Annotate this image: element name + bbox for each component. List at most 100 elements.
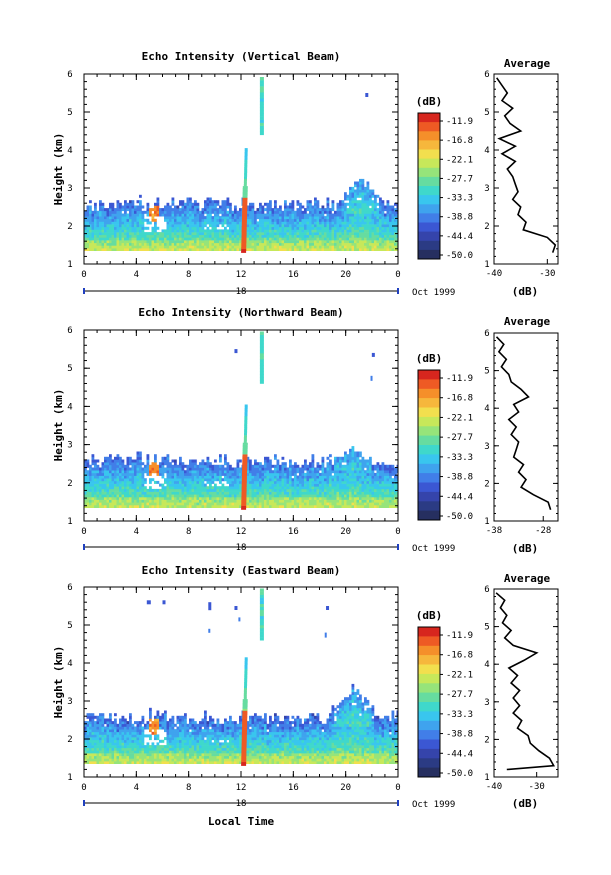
colorbar-tick-label: -50.0 xyxy=(446,251,473,261)
colorbar-tick-label: -27.7 xyxy=(446,433,473,443)
colorbar-segment xyxy=(418,388,440,399)
y-tick-label: 3 xyxy=(67,697,72,707)
colorbar-tick-label: -44.4 xyxy=(446,492,473,502)
colorbar-segment xyxy=(418,398,440,408)
x-tick-label: 12 xyxy=(236,527,247,537)
colorbar-segment xyxy=(418,702,440,712)
x-axis-label: Local Time xyxy=(208,815,275,828)
colorbar-segment xyxy=(418,158,440,169)
echo-heatmap xyxy=(84,588,398,766)
y-tick-label: 2 xyxy=(67,735,72,745)
profile-y-tick-label: 6 xyxy=(484,329,489,339)
northward-beam-panel: Echo Intensity (Northward Beam) Height (… xyxy=(52,306,559,555)
colorbar-tick-label: -16.8 xyxy=(446,651,473,661)
y-tick-label: 1 xyxy=(67,517,72,527)
profile-x-tick-label: -30 xyxy=(539,269,555,279)
colorbar-tick-label: -11.9 xyxy=(446,117,473,127)
colorbar-unit: (dB) xyxy=(416,95,443,108)
colorbar-segment xyxy=(418,113,440,123)
colorbar-segment xyxy=(418,435,440,446)
x-tick-label: 0 xyxy=(81,783,86,793)
date-label: Oct 1999 xyxy=(412,800,455,810)
colorbar-segment xyxy=(418,501,440,512)
average-title: Average xyxy=(504,57,551,70)
x-tick-label: 16 xyxy=(288,270,299,280)
colorbar-segment xyxy=(418,231,440,242)
colorbar-segment xyxy=(418,416,440,427)
profile-y-tick-label: 6 xyxy=(484,585,489,595)
y-axis-label: Height (km) xyxy=(52,646,65,719)
day-label: 18 xyxy=(236,799,247,809)
y-tick-label: 5 xyxy=(67,621,72,631)
profile-x-tick-label: -40 xyxy=(486,269,502,279)
y-axis-label: Height (km) xyxy=(52,389,65,462)
profile-y-tick-label: 3 xyxy=(484,184,489,194)
colorbar-segment xyxy=(418,730,440,740)
x-tick-label: 0 xyxy=(395,527,400,537)
colorbar-unit: (dB) xyxy=(416,609,443,622)
colorbar-segment xyxy=(418,463,440,474)
colorbar-segment xyxy=(418,140,440,150)
colorbar-segment xyxy=(418,204,440,214)
colorbar-segment xyxy=(418,655,440,665)
average-profile: Average (dB) 1 2 3 4 5 6 -38 -28 xyxy=(484,315,559,555)
profile-y-tick-label: 2 xyxy=(484,735,489,745)
y-tick-label: 5 xyxy=(67,364,72,374)
x-tick-label: 8 xyxy=(186,783,191,793)
colorbar-segment xyxy=(418,167,440,178)
chart-title: Echo Intensity (Eastward Beam) xyxy=(142,564,341,577)
colorbar-segment xyxy=(418,739,440,750)
colorbar-segment xyxy=(418,664,440,675)
x-tick-label: 0 xyxy=(395,783,400,793)
colorbar-segment xyxy=(418,213,440,223)
profile-y-tick-label: 1 xyxy=(484,517,489,527)
colorbar-tick-label: -33.3 xyxy=(446,710,473,720)
profile-y-tick-label: 3 xyxy=(484,698,489,708)
y-tick-label: 6 xyxy=(67,583,72,593)
colorbar-segment xyxy=(418,767,440,778)
profile-y-tick-label: 3 xyxy=(484,442,489,452)
y-tick-label: 2 xyxy=(67,222,72,232)
colorbar-segment xyxy=(418,445,440,455)
chart-title: Echo Intensity (Vertical Beam) xyxy=(142,50,341,63)
colorbar-segment xyxy=(418,758,440,769)
y-axis-label: Height (km) xyxy=(52,133,65,206)
colorbar-segment xyxy=(418,627,440,637)
day-label: 18 xyxy=(236,543,247,553)
colorbar: (dB)-11.9 -16.8 -22.1 -27.7 -33.3 -38.8 -44.4 -… xyxy=(416,95,473,261)
colorbar-tick-label: -38.8 xyxy=(446,213,473,223)
profile-y-tick-label: 5 xyxy=(484,623,489,633)
colorbar-tick-label: -16.8 xyxy=(446,136,473,146)
average-title: Average xyxy=(504,315,551,328)
profile-y-tick-label: 2 xyxy=(484,479,489,489)
colorbar-tick-label: -27.7 xyxy=(446,174,473,184)
colorbar-segment xyxy=(418,379,440,390)
colorbar-segment xyxy=(418,720,440,731)
colorbar-tick-label: -44.4 xyxy=(446,749,473,759)
chart-title: Echo Intensity (Northward Beam) xyxy=(138,306,343,319)
colorbar-segment xyxy=(418,186,440,196)
x-tick-label: 20 xyxy=(340,527,351,537)
colorbar-segment xyxy=(418,426,440,437)
x-tick-label: 16 xyxy=(288,527,299,537)
colorbar-unit: (dB) xyxy=(416,352,443,365)
colorbar: (dB)-11.9 -16.8 -22.1 -27.7 -33.3 -38.8 -44.4 -… xyxy=(416,352,473,522)
colorbar-segment xyxy=(418,407,440,418)
x-tick-label: 8 xyxy=(186,270,191,280)
colorbar-segment xyxy=(418,636,440,647)
average-xlabel: (dB) xyxy=(512,797,539,810)
colorbar-segment xyxy=(418,491,440,502)
y-tick-label: 6 xyxy=(67,326,72,336)
colorbar-segment xyxy=(418,673,440,684)
x-tick-label: 4 xyxy=(134,527,139,537)
profile-y-tick-label: 4 xyxy=(484,404,489,414)
colorbar-segment xyxy=(418,122,440,132)
average-profile: Average (dB) 1 2 3 4 5 6 -40 -30 xyxy=(484,572,559,810)
y-tick-label: 3 xyxy=(67,441,72,451)
colorbar: (dB)-11.9 -16.8 -22.1 -27.7 -33.3 -38.8 -44.4 -… xyxy=(416,609,473,779)
profile-frame xyxy=(493,588,559,778)
profile-x-tick-label: -40 xyxy=(486,782,502,792)
